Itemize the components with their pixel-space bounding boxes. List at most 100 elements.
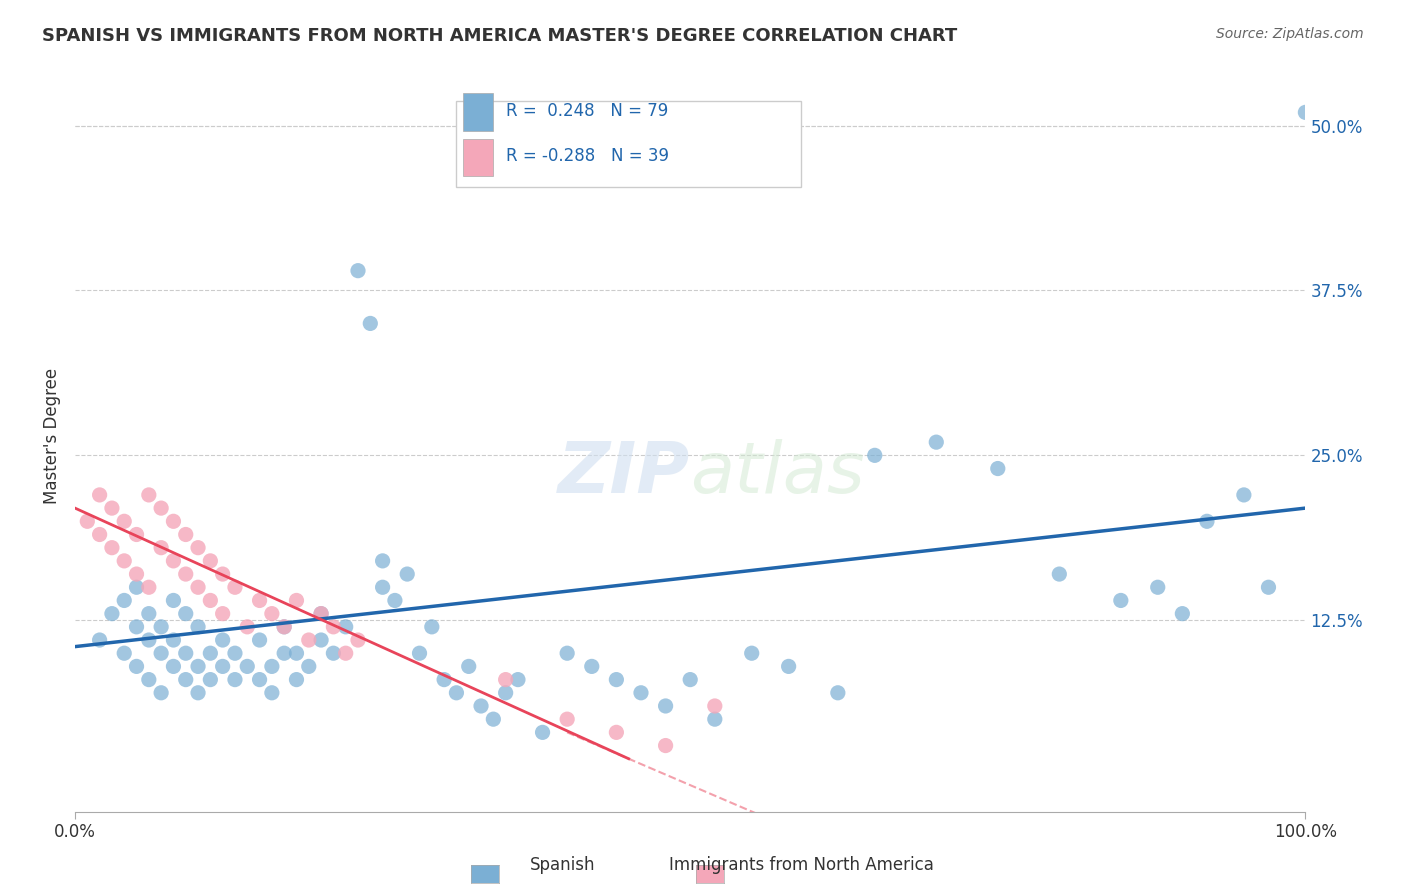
Point (495, 686, 517, 700)
Point (211, 567, 233, 582)
Point (778, 659, 800, 673)
Point (224, 646, 246, 660)
Text: R =  0.248   N = 79: R = 0.248 N = 79 (506, 102, 668, 120)
Point (249, 673, 271, 687)
Point (112, 593, 135, 607)
Text: atlas: atlas (690, 439, 865, 508)
Point (605, 673, 627, 687)
Point (200, 554, 222, 568)
Point (125, 567, 148, 582)
Point (125, 620, 148, 634)
Point (112, 554, 135, 568)
Point (224, 580, 246, 594)
Point (138, 488, 160, 502)
Point (162, 659, 184, 673)
Point (260, 607, 283, 621)
Point (138, 633, 160, 648)
Point (236, 659, 259, 673)
Point (925, 435, 948, 450)
Point (470, 698, 492, 713)
Point (309, 607, 332, 621)
Point (1195, 514, 1218, 528)
Text: R = -0.288   N = 39: R = -0.288 N = 39 (506, 147, 669, 165)
Point (101, 501, 124, 516)
Point (200, 673, 222, 687)
Point (125, 659, 148, 673)
Point (827, 686, 849, 700)
Point (211, 607, 233, 621)
Point (89, 633, 111, 648)
Point (125, 580, 148, 594)
Point (89, 527, 111, 541)
Point (162, 554, 184, 568)
Text: Spanish: Spanish (530, 856, 595, 874)
Point (138, 607, 160, 621)
Point (187, 580, 209, 594)
Point (236, 620, 259, 634)
Point (446, 686, 468, 700)
Text: Immigrants from North America: Immigrants from North America (669, 856, 934, 874)
Point (174, 646, 197, 660)
Point (125, 527, 148, 541)
Point (285, 673, 308, 687)
Point (150, 686, 173, 700)
FancyBboxPatch shape (463, 138, 494, 176)
Point (703, 712, 725, 726)
Point (322, 646, 344, 660)
Point (506, 673, 529, 687)
Y-axis label: Master's Degree: Master's Degree (44, 368, 60, 504)
Point (309, 633, 332, 648)
Point (260, 659, 283, 673)
Point (605, 725, 627, 739)
Point (1257, 580, 1279, 594)
Point (112, 646, 135, 660)
Point (89, 488, 111, 502)
Point (187, 659, 209, 673)
Point (138, 580, 160, 594)
Point (1047, 567, 1070, 582)
Point (703, 698, 725, 713)
Point (1233, 488, 1256, 502)
Point (101, 541, 124, 555)
Point (76, 514, 98, 528)
Point (273, 620, 295, 634)
Point (309, 607, 332, 621)
Point (249, 633, 271, 648)
Point (101, 607, 124, 621)
Point (150, 541, 173, 555)
Point (174, 607, 197, 621)
Point (335, 646, 357, 660)
Point (273, 620, 295, 634)
Point (187, 541, 209, 555)
Point (273, 646, 295, 660)
Point (347, 633, 370, 648)
Point (371, 580, 394, 594)
Point (987, 461, 1010, 475)
Point (322, 620, 344, 634)
Point (249, 593, 271, 607)
Point (863, 448, 886, 462)
Point (1109, 593, 1132, 607)
Point (1146, 580, 1168, 594)
Point (335, 620, 357, 634)
Point (581, 659, 603, 673)
Point (162, 514, 184, 528)
Point (679, 673, 702, 687)
Point (420, 620, 443, 634)
Point (285, 593, 308, 607)
Point (495, 673, 517, 687)
Point (555, 712, 578, 726)
Point (347, 263, 370, 277)
Point (174, 567, 197, 582)
Point (174, 527, 197, 541)
Point (162, 633, 184, 648)
Point (174, 673, 197, 687)
Point (1171, 607, 1194, 621)
Text: SPANISH VS IMMIGRANTS FROM NORTH AMERICA MASTER'S DEGREE CORRELATION CHART: SPANISH VS IMMIGRANTS FROM NORTH AMERICA… (42, 27, 957, 45)
Point (359, 317, 381, 331)
FancyBboxPatch shape (463, 94, 494, 131)
Point (298, 633, 321, 648)
Point (630, 686, 652, 700)
Point (260, 686, 283, 700)
Point (200, 646, 222, 660)
